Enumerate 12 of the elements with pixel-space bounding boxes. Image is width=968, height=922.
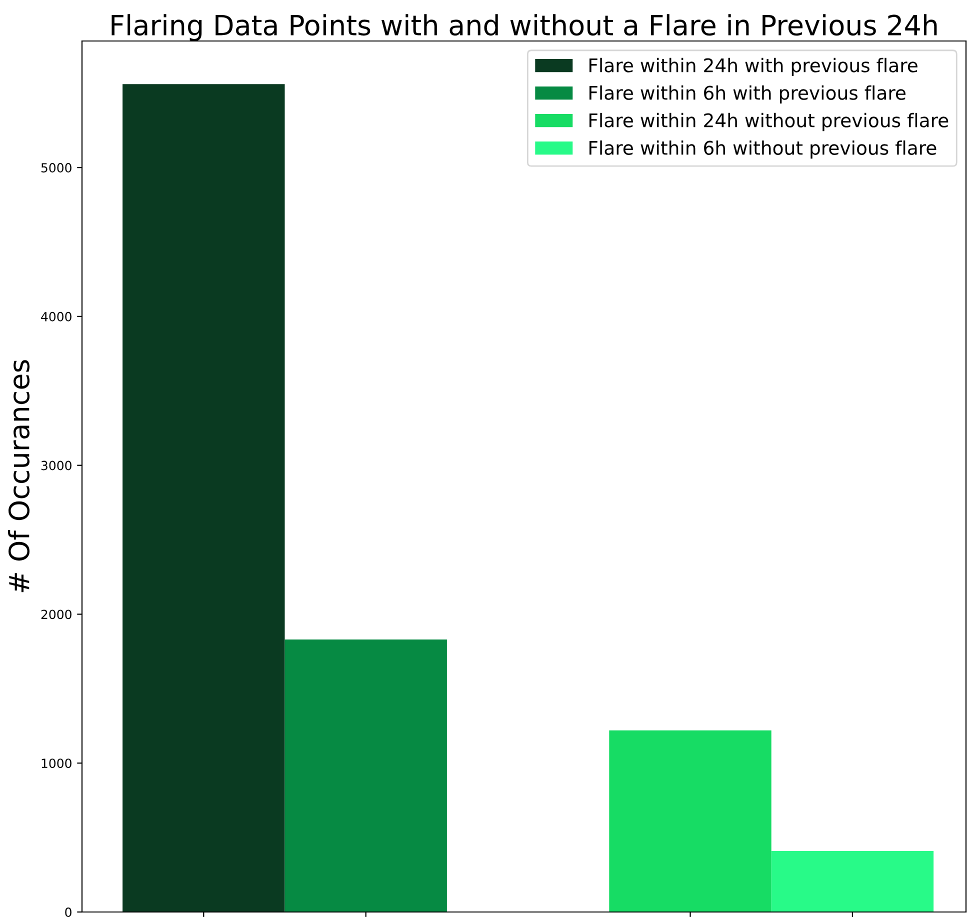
legend-label: Flare within 6h with previous flare (589, 85, 906, 104)
y-tick-label: 1000 (42, 758, 72, 768)
legend-label: Flare within 24h with previous flare (589, 58, 918, 76)
y-tick-label: 4000 (41, 312, 72, 322)
y-tick-label: 5000 (41, 163, 72, 172)
y-tick-label: 0 (65, 907, 72, 917)
y-tick-label: 3000 (41, 460, 72, 470)
legend-label: Flare within 24h without previous flare (589, 112, 948, 132)
chart-title: Flaring Data Points with and without a Flare in Previous 24h (112, 14, 937, 41)
y-tick-label: 2000 (41, 610, 72, 620)
y-axis-title: # Of Occurances (8, 360, 30, 592)
legend-label: Flare within 6h without previous flare (589, 140, 936, 159)
